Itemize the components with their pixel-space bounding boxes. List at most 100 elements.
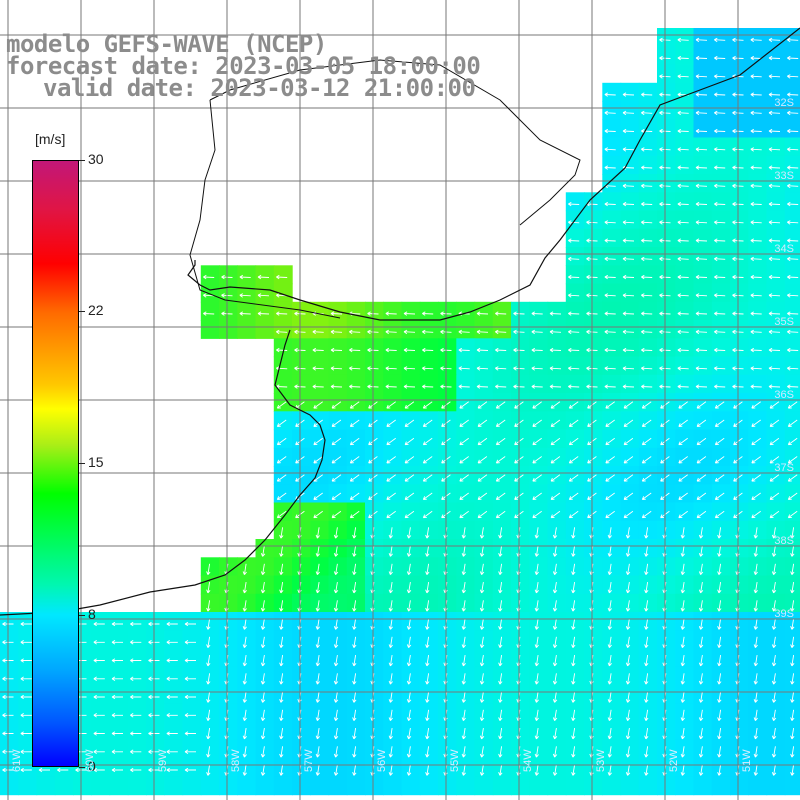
wind-arrow [751,474,761,482]
wind-arrow [459,401,469,409]
wind-arrow [750,274,762,280]
wind-arrow [276,474,287,482]
wind-arrow [276,329,288,335]
wind-arrow [623,492,634,500]
wind-arrow [333,764,339,776]
wind-arrow [750,110,762,116]
wind-arrow [680,746,685,758]
wind-arrow [605,474,615,482]
wind-speed-cell [602,739,622,759]
wind-speed-cell [620,648,640,668]
latitude-label: 32S [774,97,794,109]
wind-arrow [331,510,342,519]
wind-speed-cell [237,283,257,303]
wind-speed-cell [200,612,220,631]
wind-speed-cell [711,374,731,394]
wind-speed-cell [438,666,457,686]
wind-arrow [313,401,323,409]
wind-arrow [787,74,799,79]
wind-speed-cell [456,630,476,650]
wind-speed-cell [766,265,786,285]
wind-speed-cell [383,411,403,431]
wind-arrow [111,731,123,736]
wind-arrow [458,329,470,335]
wind-speed-cell [511,466,530,485]
wind-speed-cell [401,593,421,613]
wind-arrow [534,764,539,776]
wind-arrow [644,673,649,685]
wind-speed-cell [711,101,731,120]
wind-arrow [242,728,247,740]
wind-arrow [714,510,725,519]
wind-arrow [677,384,689,389]
wind-arrow [644,691,649,703]
wind-speed-cell [748,703,768,723]
wind-speed-cell [547,739,567,759]
wind-speed-cell [456,648,476,668]
wind-speed-cell [748,137,768,157]
wind-speed-cell [711,155,731,175]
wind-arrow [550,510,561,519]
wind-speed-cell [584,393,603,412]
wind-speed-cell [620,502,640,522]
wind-arrow [552,764,558,776]
wind-speed-cell [638,247,658,266]
wind-arrow [604,311,616,316]
wind-arrow [549,311,562,316]
wind-speed-cell [711,28,731,47]
wind-arrow [315,545,320,557]
wind-arrow [477,401,488,409]
wind-speed-cell [748,265,768,285]
wind-speed-cell [200,320,220,339]
wind-speed-cell [237,575,257,595]
wind-arrow [385,366,397,371]
wind-speed-cell [657,192,676,212]
wind-speed-cell [602,703,622,723]
wind-arrow [568,401,579,409]
wind-speed-cell [419,411,439,431]
wind-speed-cell [310,575,330,595]
wind-arrow [203,293,215,298]
colorbar-tick-mark [79,160,85,161]
wind-arrow [769,419,780,427]
wind-arrow [404,401,415,409]
wind-arrow [644,764,649,776]
wind-speed-cell [511,721,530,741]
wind-arrow [425,673,430,685]
wind-arrow [534,728,539,740]
wind-speed-cell [328,338,348,358]
wind-speed-cell [456,612,476,631]
wind-arrow [495,474,506,482]
wind-arrow [641,384,653,389]
wind-arrow [279,527,284,539]
wind-speed-cell [565,648,585,668]
wind-speed-cell [419,703,439,723]
wind-speed-cell [748,557,768,577]
wind-speed-cell [456,520,476,540]
wind-arrow [698,563,704,575]
wind-arrow [461,728,466,740]
wind-arrow [498,655,503,667]
wind-speed-cell [584,539,603,558]
wind-speed-cell [255,283,275,303]
wind-arrow [130,694,142,700]
wind-arrow [406,527,412,539]
wind-arrow [425,709,430,721]
wind-speed-cell [0,776,19,796]
wind-arrow [714,55,726,61]
wind-speed-cell [383,301,403,321]
wind-arrow [695,293,708,298]
wind-speed-cell [438,338,457,358]
wind-arrow [714,401,725,409]
wind-speed-cell [620,137,640,157]
wind-speed-cell [620,247,640,266]
wind-speed-cell [328,447,348,467]
wind-speed-cell [657,703,676,723]
wind-arrow [276,437,287,446]
wind-speed-cell [675,119,695,139]
wind-arrow [768,201,781,207]
wind-arrow [571,764,576,776]
wind-speed-cell [638,174,658,193]
wind-arrow [751,510,761,519]
wind-speed-cell [730,648,749,668]
